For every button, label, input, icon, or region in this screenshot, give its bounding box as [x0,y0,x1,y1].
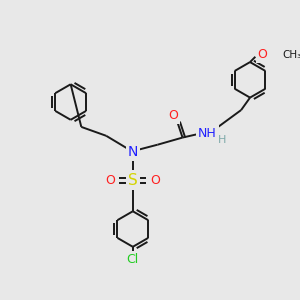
Text: O: O [150,174,160,187]
Text: O: O [257,49,267,62]
Text: N: N [128,145,138,159]
Text: H: H [218,135,226,145]
Text: NH: NH [198,127,217,140]
Text: O: O [106,174,116,187]
Text: CH₃: CH₃ [282,50,300,60]
Text: Cl: Cl [127,253,139,266]
Text: S: S [128,173,138,188]
Text: O: O [168,109,178,122]
